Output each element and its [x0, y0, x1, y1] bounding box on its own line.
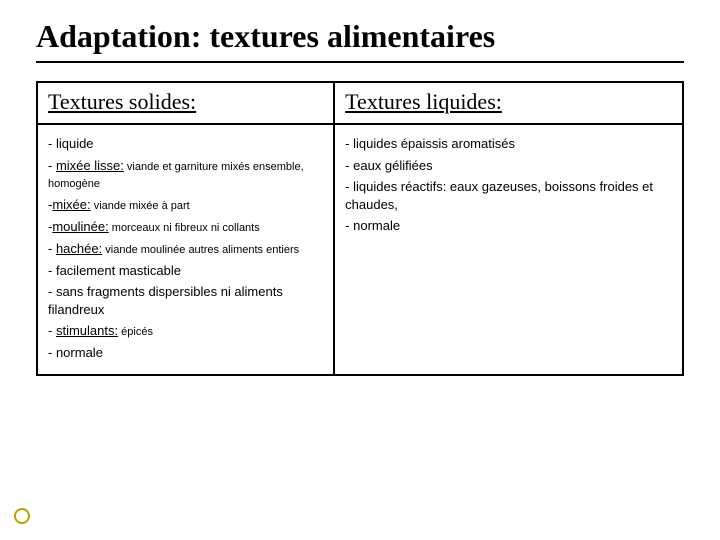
title-underline	[36, 61, 684, 63]
bullet: -	[48, 241, 56, 256]
list-item: - mixée lisse: viande et garniture mixés…	[48, 157, 323, 193]
list-item: - hachée: viande moulinée autres aliment…	[48, 240, 323, 258]
list-item: - liquides épaissis aromatisés	[345, 135, 672, 153]
table-body-row: - liquide - mixée lisse: viande et garni…	[37, 124, 683, 375]
bullet: -	[48, 158, 56, 173]
header-solides: Textures solides:	[37, 82, 334, 124]
item-label: liquides réactifs: eaux gazeuses, boisso…	[345, 179, 653, 212]
bullet: -	[48, 136, 56, 151]
list-item: - liquide	[48, 135, 323, 153]
item-key: moulinée:	[52, 219, 108, 234]
solides-cell: - liquide - mixée lisse: viande et garni…	[37, 124, 334, 375]
item-label: liquides épaissis aromatisés	[353, 136, 515, 151]
liquides-cell: - liquides épaissis aromatisés - eaux gé…	[334, 124, 683, 375]
item-note: morceaux ni fibreux ni collants	[109, 222, 260, 234]
item-label: facilement masticable	[56, 263, 181, 278]
bullet: -	[48, 323, 56, 338]
item-note: épicés	[118, 326, 153, 338]
textures-table: Textures solides: Textures liquides: - l…	[36, 81, 684, 376]
item-label: normale	[353, 218, 400, 233]
list-item: - normale	[48, 344, 323, 362]
bullet: -	[48, 345, 56, 360]
decorative-ring-icon	[14, 508, 30, 524]
list-item: - eaux gélifiées	[345, 157, 672, 175]
item-key: stimulants:	[56, 323, 118, 338]
list-item: - normale	[345, 217, 672, 235]
item-key: mixée lisse:	[56, 158, 124, 173]
bullet: -	[345, 179, 353, 194]
item-note: viande moulinée autres aliments entiers	[102, 244, 299, 256]
item-key: hachée:	[56, 241, 102, 256]
list-item: - facilement masticable	[48, 262, 323, 280]
list-item: -mixée: viande mixée à part	[48, 196, 323, 214]
list-item: - stimulants: épicés	[48, 322, 323, 340]
item-label: sans fragments dispersibles ni aliments …	[48, 284, 283, 317]
slide-title: Adaptation: textures alimentaires	[36, 18, 684, 55]
list-item: -moulinée: morceaux ni fibreux ni collan…	[48, 218, 323, 236]
list-item: - sans fragments dispersibles ni aliment…	[48, 283, 323, 318]
item-label: eaux gélifiées	[353, 158, 433, 173]
table-header-row: Textures solides: Textures liquides:	[37, 82, 683, 124]
item-label: normale	[56, 345, 103, 360]
item-note: viande mixée à part	[91, 200, 190, 212]
bullet: -	[345, 218, 353, 233]
bullet: -	[345, 136, 353, 151]
bullet: -	[48, 263, 56, 278]
bullet: -	[345, 158, 353, 173]
list-item: - liquides réactifs: eaux gazeuses, bois…	[345, 178, 672, 213]
header-liquides: Textures liquides:	[334, 82, 683, 124]
item-key: mixée:	[52, 197, 90, 212]
slide: Adaptation: textures alimentaires Textur…	[0, 0, 720, 540]
bullet: -	[48, 284, 56, 299]
item-label: liquide	[56, 136, 94, 151]
